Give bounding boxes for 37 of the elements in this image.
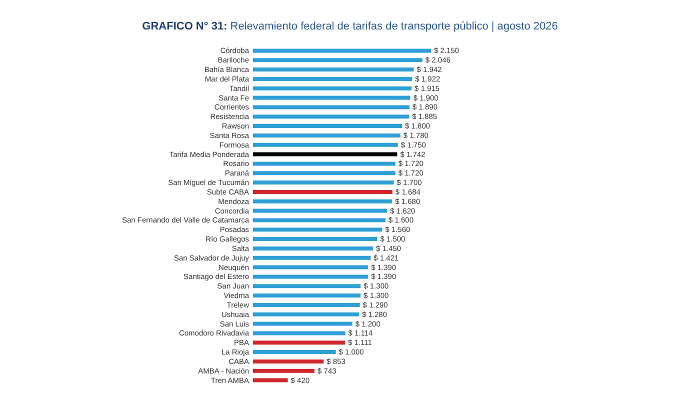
bar [253, 274, 368, 279]
bar [253, 76, 412, 81]
bar [253, 114, 410, 119]
bar [253, 142, 398, 147]
bar [253, 58, 422, 62]
bar [253, 302, 360, 307]
bar [253, 68, 414, 72]
bar [253, 124, 402, 128]
bar [253, 162, 396, 166]
bar [253, 218, 386, 222]
bar [253, 350, 336, 354]
bar [253, 340, 345, 345]
bar [253, 312, 359, 316]
bar [253, 246, 374, 250]
bar [253, 180, 394, 185]
bar [253, 48, 432, 53]
bar [253, 86, 412, 90]
bar [253, 265, 368, 270]
bar [253, 256, 371, 260]
bar [253, 105, 410, 110]
bar [253, 228, 382, 232]
bar [253, 133, 400, 138]
bar [253, 294, 361, 298]
bar [253, 237, 378, 242]
bar [253, 368, 315, 373]
bar [253, 331, 346, 336]
bar [253, 96, 410, 100]
bar [253, 190, 392, 194]
bar [253, 208, 388, 213]
bar [253, 378, 288, 382]
bar [253, 171, 396, 176]
bar [253, 199, 392, 204]
chart-title: GRAFICO N° 31: Relevamiento federal de tarifas de transporte público | agosto 2026 [142, 20, 558, 32]
bar [253, 284, 361, 288]
bar [253, 359, 324, 364]
bar [253, 322, 352, 326]
bar [253, 152, 398, 156]
